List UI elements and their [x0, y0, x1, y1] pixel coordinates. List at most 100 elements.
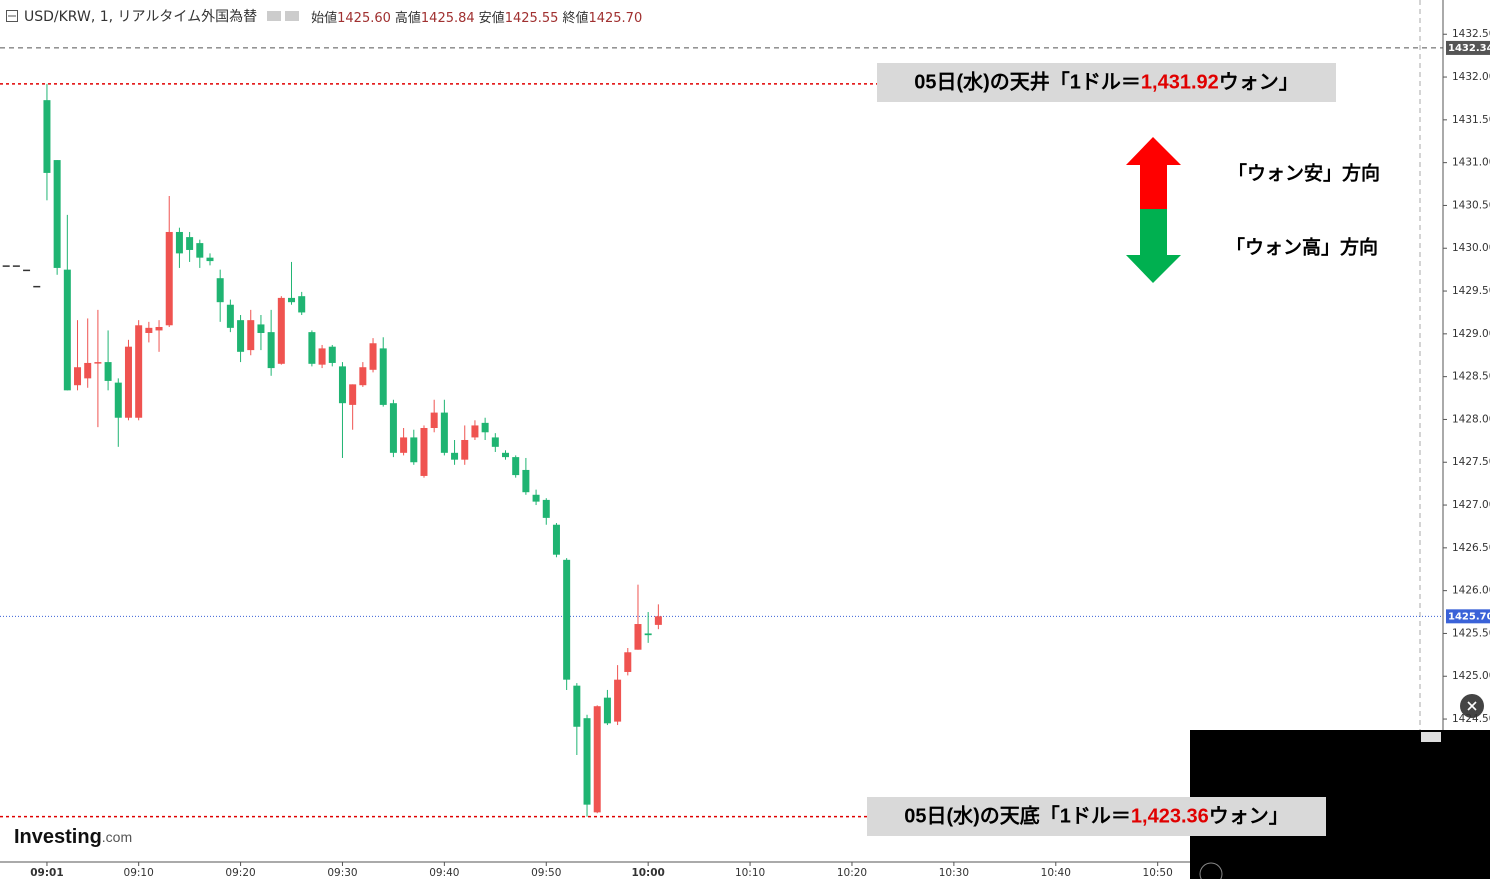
annotation-box: [867, 797, 1326, 836]
candle-body: [63, 269, 71, 391]
candle-body: [471, 425, 479, 438]
candle-body: [124, 346, 132, 418]
price-tag-label: 1425.70: [1448, 611, 1490, 622]
y-tick-label: 1432.50: [1452, 28, 1490, 40]
price-tag: [1446, 40, 1490, 55]
candle-body: [2, 265, 10, 267]
ohlc-value: 1425.60: [337, 10, 391, 26]
legend-label: 「ウォン高」方向: [1226, 236, 1378, 259]
annotation-prefix: 05日(水)の天井「1ドル＝: [914, 70, 1141, 94]
ohlc: 始値1425.60 高値1425.84 安値1425.55 終値1425.70: [311, 7, 646, 26]
price-tag: [1446, 609, 1490, 624]
annotation-prefix: 05日(水)の天底「1ドル＝: [904, 804, 1131, 828]
candle-body: [563, 559, 571, 680]
candle-body: [359, 367, 367, 386]
header-icons[interactable]: [267, 10, 301, 22]
x-tick-label: 10:00: [631, 867, 664, 879]
x-tick-label: 09:50: [531, 867, 561, 879]
candle-body: [43, 100, 51, 173]
candle-body: [552, 524, 560, 555]
annotation-value: 1,423.36: [1131, 806, 1209, 828]
candle-body: [400, 437, 408, 453]
candle-body: [593, 706, 601, 813]
x-tick-label: 09:30: [327, 867, 357, 879]
candle-body: [318, 348, 326, 365]
candle-body: [226, 304, 234, 328]
candle-body: [74, 367, 82, 386]
annotation-text: 05日(水)の天井「1ドル＝1,431.92ウォン」: [914, 70, 1299, 94]
x-tick-label: 09:20: [225, 867, 255, 879]
candle-body: [542, 499, 550, 518]
ad-badge[interactable]: [1421, 732, 1441, 742]
candle-body: [155, 326, 163, 331]
ohlc-value: 1425.84: [420, 10, 475, 26]
annotation-text: 05日(水)の天底「1ドル＝1,423.36ウォン」: [904, 804, 1289, 828]
candle-body: [573, 685, 581, 727]
symbol: USD/KRW, 1, リアルタイム外国為替: [24, 9, 258, 25]
y-tick-label: 1429.00: [1452, 328, 1490, 340]
candle-body: [23, 269, 31, 272]
annotation-suffix: ウォン」: [1209, 805, 1289, 828]
ad-close[interactable]: [1460, 694, 1484, 718]
candle-body: [624, 652, 632, 672]
candle-body: [338, 366, 346, 404]
ohlc-value: 1425.70: [588, 10, 643, 26]
price-tag-label: 1432.34: [1448, 43, 1490, 54]
candle-body: [389, 403, 397, 453]
candle-body: [257, 324, 265, 333]
candle-body: [94, 362, 102, 364]
x-tick-label: 10:50: [1143, 867, 1173, 879]
candle-body: [237, 320, 245, 352]
y-tick-label: 1431.50: [1452, 114, 1490, 126]
candle-body: [308, 332, 316, 364]
candle-body: [114, 382, 122, 418]
y-tick-label: 1430.00: [1452, 242, 1490, 254]
annotation-suffix: ウォン」: [1219, 71, 1299, 94]
candle-body: [33, 285, 41, 288]
candle-body: [512, 457, 520, 476]
x-tick-label: 09:01: [30, 867, 63, 879]
candle-body: [277, 297, 285, 364]
collapse-icon[interactable]: [6, 10, 18, 22]
x-tick-label: 10:40: [1041, 867, 1071, 879]
candle-body: [135, 325, 143, 418]
ohlc-value: 1425.55: [504, 10, 559, 26]
ad-mute[interactable]: [1199, 862, 1223, 879]
x-tick-label: 09:40: [429, 867, 459, 879]
y-tick-label: 1431.00: [1452, 157, 1490, 169]
candle-body: [145, 327, 153, 333]
candle-body: [267, 332, 275, 369]
candle-body: [583, 718, 591, 805]
candle-body: [206, 257, 214, 262]
ohlc-label: 高値: [394, 10, 421, 26]
candle-body: [481, 422, 489, 433]
candle-body: [614, 679, 622, 722]
candle-body: [288, 297, 296, 303]
candle-body: [440, 412, 448, 453]
y-tick-label: 1424.50: [1452, 713, 1490, 725]
annotation-box: [877, 63, 1336, 102]
candle-body: [461, 439, 469, 460]
y-tick-label: 1426.00: [1452, 585, 1490, 597]
chart-header: USD/KRW, 1, リアルタイム外国為替 始値1425.60 高値1425.8…: [6, 6, 646, 26]
legend-label: 「ウォン安」方向: [1228, 162, 1380, 185]
candle-body: [410, 437, 418, 463]
candle-body: [12, 265, 20, 267]
y-tick-label: 1429.50: [1452, 285, 1490, 297]
y-tick-label: 1425.00: [1452, 670, 1490, 682]
candle-body: [53, 160, 61, 268]
x-tick-label: 09:10: [124, 867, 154, 879]
candle-body: [328, 346, 336, 363]
candle-body: [216, 278, 224, 303]
annotation-value: 1,431.92: [1141, 72, 1219, 94]
candle-body: [491, 437, 499, 447]
y-tick-label: 1425.50: [1452, 627, 1490, 639]
y-tick-label: 1430.50: [1452, 199, 1490, 211]
candle-body: [654, 616, 662, 625]
candle-body: [532, 494, 540, 502]
x-tick-label: 10:30: [939, 867, 969, 879]
candle-body: [298, 296, 306, 313]
candle-body: [349, 384, 357, 405]
